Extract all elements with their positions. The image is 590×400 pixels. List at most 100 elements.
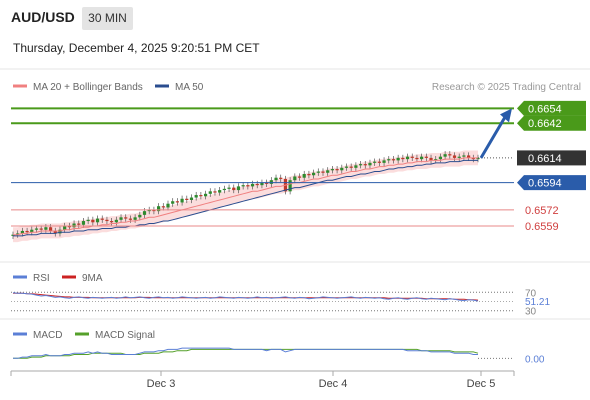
candle-body (30, 229, 34, 233)
candle-body (358, 164, 363, 166)
candle-body (152, 209, 156, 212)
candle-body (114, 219, 118, 223)
candle-body (128, 218, 133, 220)
rsi-value-label: 51.21 (525, 297, 550, 308)
candle-body (344, 166, 349, 168)
rsi-legend: RSI 9MA (13, 273, 103, 284)
candle-body (377, 161, 381, 163)
datetime-label: Thursday, December 4, 2025 9:20:51 PM CE… (13, 41, 260, 55)
candle-body (354, 165, 358, 168)
rsi-legend-swatch (13, 275, 27, 279)
candle-body (448, 154, 452, 156)
macd-signal-legend-label: MACD Signal (95, 330, 155, 341)
candle-body (16, 233, 20, 235)
candle-body (105, 219, 109, 222)
candle-body (44, 227, 48, 230)
candle-body (213, 191, 217, 193)
candle-body (321, 171, 325, 173)
macd-legend-swatch (13, 332, 27, 336)
candle-body (316, 171, 320, 173)
candle-body (434, 159, 438, 161)
candle-body (452, 155, 457, 158)
candle-body (11, 234, 15, 236)
macd-panel: 0.00 (13, 347, 545, 365)
candle-body (420, 156, 424, 160)
candle-body (467, 155, 471, 158)
candle-body (236, 186, 241, 191)
candle-body (138, 214, 142, 218)
candle-body (340, 167, 344, 171)
candle-body (373, 161, 377, 163)
candle-body (396, 157, 400, 161)
candle-body (95, 218, 100, 223)
candle-body (335, 169, 339, 171)
ma20-legend-swatch (13, 84, 27, 88)
candle-body (91, 219, 95, 223)
candle-body (142, 211, 147, 215)
candle-body (67, 226, 71, 228)
candle-body (86, 219, 90, 222)
candle-body (288, 180, 292, 192)
ma50-legend-swatch (155, 84, 169, 88)
candle-body (279, 177, 283, 179)
ma50-legend-label: MA 50 (175, 82, 204, 93)
candle-body (194, 195, 198, 198)
macd-legend-label: MACD (33, 330, 62, 341)
x-tick-label: Dec 5 (467, 378, 496, 390)
candle-body (53, 230, 57, 234)
macd-line (13, 347, 478, 359)
candle-body (119, 217, 123, 220)
ma20-line (13, 157, 478, 236)
timeframe-badge[interactable]: 30 MIN (82, 7, 133, 30)
rsi-tick-label: 70 (525, 288, 537, 299)
current-price-tag (517, 150, 586, 166)
level-label-target: 0.6642 (528, 118, 562, 130)
candle-body (250, 183, 255, 187)
candle-body (349, 166, 353, 168)
candle-body (246, 185, 250, 187)
candle-body (166, 203, 170, 208)
candle-body (34, 228, 39, 230)
candle-body (227, 187, 231, 189)
candle-body (415, 157, 419, 160)
candle-body (58, 229, 62, 234)
candle-body (387, 159, 391, 161)
credit-label: Research © 2025 Trading Central (432, 82, 581, 93)
candle-body (185, 198, 189, 200)
candle-body (77, 223, 81, 225)
candle-body (189, 197, 194, 200)
candle-body (157, 206, 161, 212)
candle-body (401, 157, 405, 160)
target-arrow-head (500, 108, 512, 123)
candle-body (424, 156, 428, 158)
candle-body (180, 198, 184, 203)
candle-body (255, 183, 259, 186)
candle-body (203, 193, 208, 197)
rsi-legend-label: RSI (33, 273, 50, 284)
levels-layer: 0.6654 0.6642 0.6614 0.6594 0.6572 0.6559 (11, 100, 586, 233)
candle-body (72, 223, 76, 228)
x-axis: Dec 3 Dec 4 Dec 5 (10, 370, 515, 390)
level-label-pivot: 0.6594 (528, 178, 562, 190)
rsi-tick-label: 30 (525, 307, 537, 318)
candle-body (147, 209, 151, 212)
symbol-title: AUD/USD (11, 9, 75, 25)
candle-body (100, 218, 104, 220)
candle-body (405, 156, 410, 160)
candle-body (124, 217, 128, 219)
rsi-line (12, 292, 479, 302)
target-arrow-shaft (479, 114, 508, 159)
candle-body (81, 221, 86, 225)
macd-value-label: 0.00 (525, 354, 545, 365)
candle-body (241, 185, 245, 187)
level-tag-pivot (517, 175, 586, 191)
candle-body (443, 154, 447, 157)
candle-body (171, 201, 175, 204)
candle-body (368, 162, 372, 166)
candle-body (265, 182, 269, 184)
x-tick-label: Dec 4 (319, 378, 348, 390)
candle-body (48, 227, 53, 231)
candle-body (462, 155, 466, 157)
current-price-label: 0.6614 (528, 153, 562, 165)
